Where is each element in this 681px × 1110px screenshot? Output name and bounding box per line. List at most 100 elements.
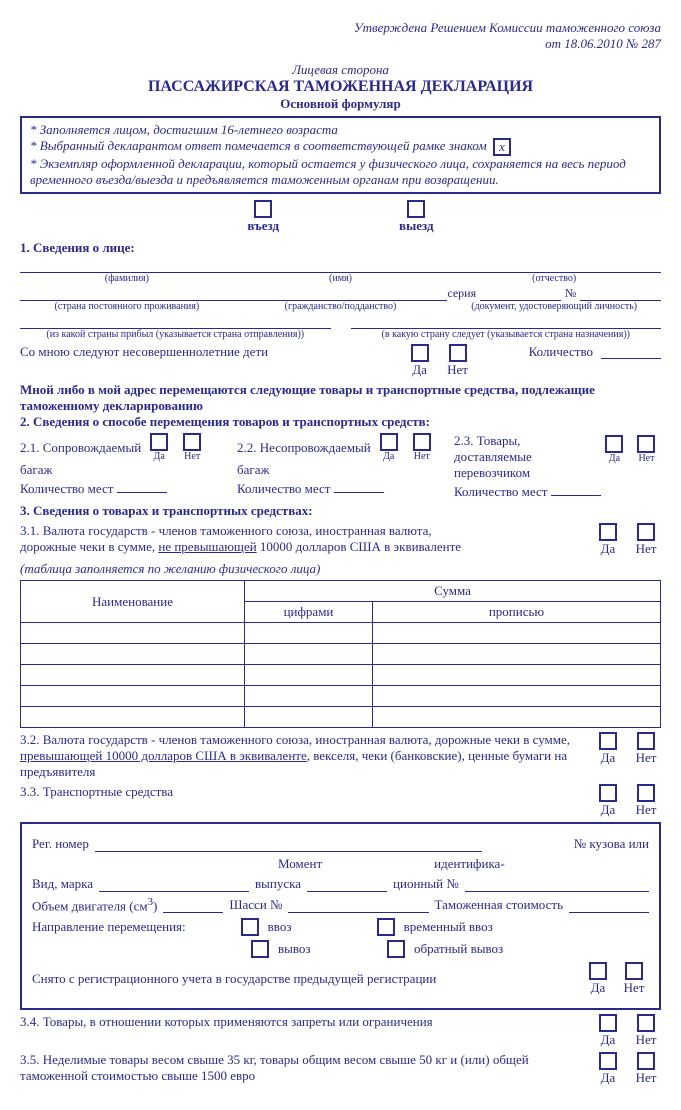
- approval-line1: Утверждена Решением Комиссии таможенного…: [20, 20, 661, 36]
- entry-exit-row: въезд выезд: [20, 200, 661, 234]
- minors-yes[interactable]: [411, 344, 429, 362]
- minors-row: Со мною следуют несовершеннолетние дети …: [20, 344, 661, 378]
- s35-row: 3.5. Неделимые товары весом свыше 35 кг,…: [20, 1052, 661, 1086]
- table-row[interactable]: [21, 623, 661, 644]
- from-input[interactable]: [20, 314, 331, 329]
- doc-row: (страна постоянного проживания) (граждан…: [20, 286, 661, 312]
- patronymic-input[interactable]: [447, 258, 661, 273]
- out-checkbox[interactable]: [251, 940, 269, 958]
- cost-label: Таможенная стоимость: [435, 897, 563, 913]
- note3: * Экземпляр оформленной декларации, кото…: [30, 156, 651, 188]
- type-label: Вид, марка: [32, 876, 93, 892]
- engine-input[interactable]: [163, 898, 223, 913]
- section2-intro: Мной либо в мой адрес перемещаются следу…: [20, 382, 661, 414]
- side-label: Лицевая сторона: [20, 62, 661, 78]
- table-row[interactable]: [21, 707, 661, 728]
- citizen-label: (гражданство/подданство): [234, 301, 448, 312]
- table-row[interactable]: [21, 665, 661, 686]
- s31-row: 3.1. Валюта государств - членов таможенн…: [20, 523, 661, 557]
- s33-row: 3.3. Транспортные средства Да Нет: [20, 784, 661, 818]
- th-sum: Сумма: [245, 581, 661, 602]
- name-row: (фамилия) (имя) (отчество): [20, 258, 661, 284]
- in-checkbox[interactable]: [241, 918, 259, 936]
- subtitle: Основной формуляр: [20, 96, 661, 112]
- dereg-yes[interactable]: [589, 962, 607, 980]
- dir-label: Направление перемещения:: [32, 919, 186, 935]
- from-label: (из какой страны прибыл (указывается стр…: [20, 329, 331, 340]
- dereg-no[interactable]: [625, 962, 643, 980]
- s33-yes[interactable]: [599, 784, 617, 802]
- s21-no[interactable]: [183, 433, 201, 451]
- series-label: серия: [447, 286, 476, 301]
- country-label: (страна постоянного проживания): [20, 301, 234, 312]
- s34-row: 3.4. Товары, в отношении которых применя…: [20, 1014, 661, 1048]
- num-label: №: [565, 286, 576, 301]
- entry-checkbox[interactable]: [254, 200, 272, 218]
- s31-note: (таблица заполняется по желанию физическ…: [20, 561, 661, 577]
- table-row[interactable]: [21, 686, 661, 707]
- example-check: х: [493, 138, 511, 156]
- type-input[interactable]: [99, 877, 249, 892]
- exit-checkbox[interactable]: [407, 200, 425, 218]
- cost-input[interactable]: [569, 898, 649, 913]
- qty-input[interactable]: [601, 344, 661, 359]
- th-digits: цифрами: [245, 602, 373, 623]
- tempout-checkbox[interactable]: [387, 940, 405, 958]
- tempin-checkbox[interactable]: [377, 918, 395, 936]
- s23-yes[interactable]: [605, 435, 623, 453]
- country-input[interactable]: [20, 286, 234, 301]
- s35-no[interactable]: [637, 1052, 655, 1070]
- num-input[interactable]: [580, 286, 661, 301]
- s21-yes[interactable]: [150, 433, 168, 451]
- note2-row: * Выбранный декларантом ответ помечается…: [30, 138, 651, 156]
- series-input[interactable]: [480, 286, 561, 301]
- s23-no[interactable]: [637, 435, 655, 453]
- s21-qty[interactable]: [117, 478, 167, 493]
- s32-yes[interactable]: [599, 732, 617, 750]
- minors-no[interactable]: [449, 344, 467, 362]
- to-label: (в какую страну следует (указывается стр…: [351, 329, 662, 340]
- exit-label: выезд: [399, 218, 434, 234]
- dereg-label: Снято с регистрационного учета в государ…: [32, 971, 436, 987]
- title: ПАССАЖИРСКАЯ ТАМОЖЕННАЯ ДЕКЛАРАЦИЯ: [20, 78, 661, 96]
- s21-label: 2.1. Сопровождаемый: [20, 440, 141, 456]
- s32-no[interactable]: [637, 732, 655, 750]
- surname-label: (фамилия): [20, 273, 234, 284]
- body-input[interactable]: [465, 877, 649, 892]
- name-input[interactable]: [234, 258, 448, 273]
- s22-no[interactable]: [413, 433, 431, 451]
- patronymic-label: (отчество): [447, 273, 661, 284]
- citizen-input[interactable]: [234, 286, 448, 301]
- section2-header: 2. Сведения о способе перемещения товаро…: [20, 414, 661, 430]
- baggage-row: 2.1. СопровождаемыйДаНет багаж Количеств…: [20, 433, 661, 500]
- moment-label: Момент: [278, 856, 322, 872]
- s33-no[interactable]: [637, 784, 655, 802]
- qty-label: Количество: [529, 344, 593, 360]
- s35-yes[interactable]: [599, 1052, 617, 1070]
- approval-line2: от 18.06.2010 № 287: [20, 36, 661, 52]
- chassis-input[interactable]: [288, 898, 428, 913]
- s31-no[interactable]: [637, 523, 655, 541]
- s31-yes[interactable]: [599, 523, 617, 541]
- note1: * Заполняется лицом, достигшим 16-летнег…: [30, 122, 651, 138]
- notes-box: * Заполняется лицом, достигшим 16-летнег…: [20, 116, 661, 194]
- entry-label: въезд: [247, 218, 279, 234]
- no-label: Нет: [443, 362, 473, 378]
- th-words: прописью: [373, 602, 661, 623]
- s23-qty[interactable]: [551, 481, 601, 496]
- s34-no[interactable]: [637, 1014, 655, 1032]
- to-input[interactable]: [351, 314, 662, 329]
- section3-header: 3. Сведения о товарах и транспортных сре…: [20, 503, 661, 519]
- yes-label: Да: [405, 362, 435, 378]
- surname-input[interactable]: [20, 258, 234, 273]
- vehicle-box: Рег. номер № кузова или Момент идентифик…: [20, 822, 661, 1010]
- reg-label: Рег. номер: [32, 836, 89, 852]
- s22-qty[interactable]: [334, 478, 384, 493]
- s34-yes[interactable]: [599, 1014, 617, 1032]
- th-name: Наименование: [21, 581, 245, 623]
- table-row[interactable]: [21, 644, 661, 665]
- currency-table: НаименованиеСумма цифрамипрописью: [20, 580, 661, 728]
- s22-yes[interactable]: [380, 433, 398, 451]
- reg-input[interactable]: [95, 837, 482, 852]
- moment-input[interactable]: [307, 877, 387, 892]
